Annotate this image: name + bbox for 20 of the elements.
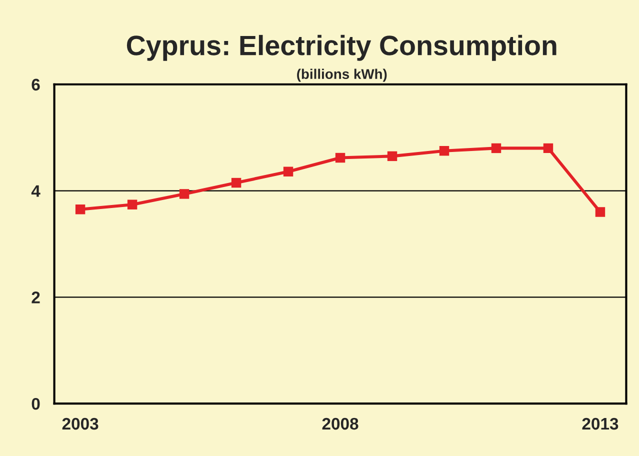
point bbox=[595, 207, 606, 217]
x-tick-label: 2003 bbox=[62, 418, 98, 430]
point bbox=[335, 152, 346, 163]
point bbox=[127, 200, 138, 210]
point bbox=[387, 151, 398, 162]
y-tick-label: 6 bbox=[32, 78, 40, 91]
point bbox=[179, 189, 190, 199]
point bbox=[231, 178, 242, 188]
x-tick-label: 2008 bbox=[322, 418, 358, 430]
point bbox=[75, 204, 86, 214]
y-tick-label: 0 bbox=[32, 398, 40, 410]
chart-subtitle: (billions kWh) bbox=[297, 68, 387, 82]
point bbox=[491, 143, 502, 154]
point bbox=[283, 166, 294, 176]
chart-title: Cyprus: Electricity Consumption bbox=[126, 34, 556, 61]
point bbox=[439, 146, 450, 156]
y-tick-label: 2 bbox=[32, 292, 40, 304]
point bbox=[543, 143, 554, 154]
y-tick-label: 4 bbox=[31, 185, 40, 197]
x-tick-label: 2013 bbox=[582, 418, 618, 430]
